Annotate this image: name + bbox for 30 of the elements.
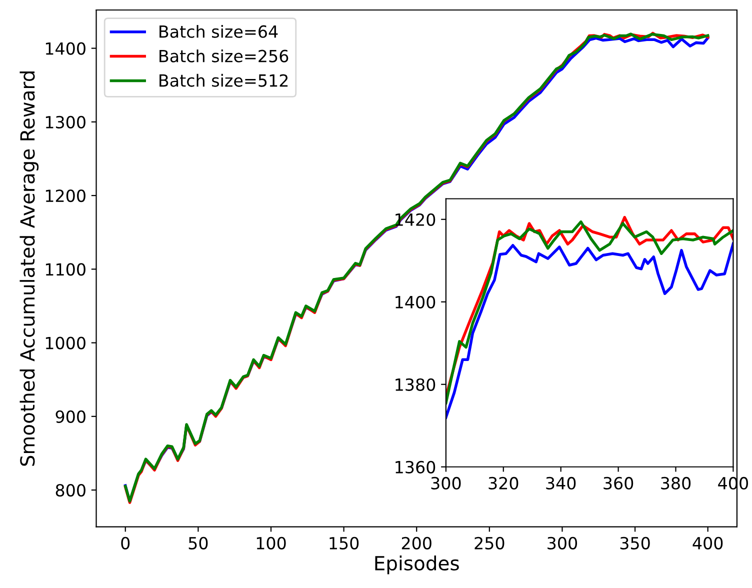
y-axis-title: Smoothed Accumulated Average Reward <box>20 72 39 466</box>
y-tick-label: 800 <box>56 484 86 497</box>
x-tick-label: 340 <box>546 476 576 490</box>
x-tick-label: 250 <box>474 536 504 550</box>
y-tick-label: 900 <box>56 410 86 423</box>
x-tick-label: 150 <box>330 536 359 550</box>
x-axis-title: Episodes <box>375 555 459 574</box>
x-tick-label: 350 <box>620 536 650 550</box>
x-tick-label: 320 <box>488 476 518 490</box>
y-tick-label: 1380 <box>396 378 436 391</box>
legend-label: Batch size=64 <box>160 24 278 38</box>
x-tick-label: 400 <box>692 536 723 550</box>
line-series <box>446 242 734 419</box>
y-tick-label: 1300 <box>46 116 86 128</box>
y-tick-label: 1400 <box>46 42 86 55</box>
x-tick-label: 200 <box>402 536 432 550</box>
x-tick-label: 100 <box>256 536 286 550</box>
x-tick-label: 300 <box>548 536 578 550</box>
legend-label: Batch size=256 <box>160 49 288 62</box>
y-tick-label: 1360 <box>396 460 436 474</box>
y-tick-label: 1000 <box>46 336 86 350</box>
x-tick-label: 0 <box>121 536 130 550</box>
y-tick-label: 1100 <box>46 263 86 276</box>
x-tick-label: 360 <box>604 476 634 490</box>
x-tick-label: 380 <box>661 476 691 490</box>
legend-label: Batch size=512 <box>160 74 288 87</box>
x-tick-label: 50 <box>188 536 208 550</box>
y-tick-label: 1200 <box>46 189 86 202</box>
y-tick-label: 1400 <box>396 296 436 308</box>
x-tick-label: 300 <box>431 476 461 490</box>
